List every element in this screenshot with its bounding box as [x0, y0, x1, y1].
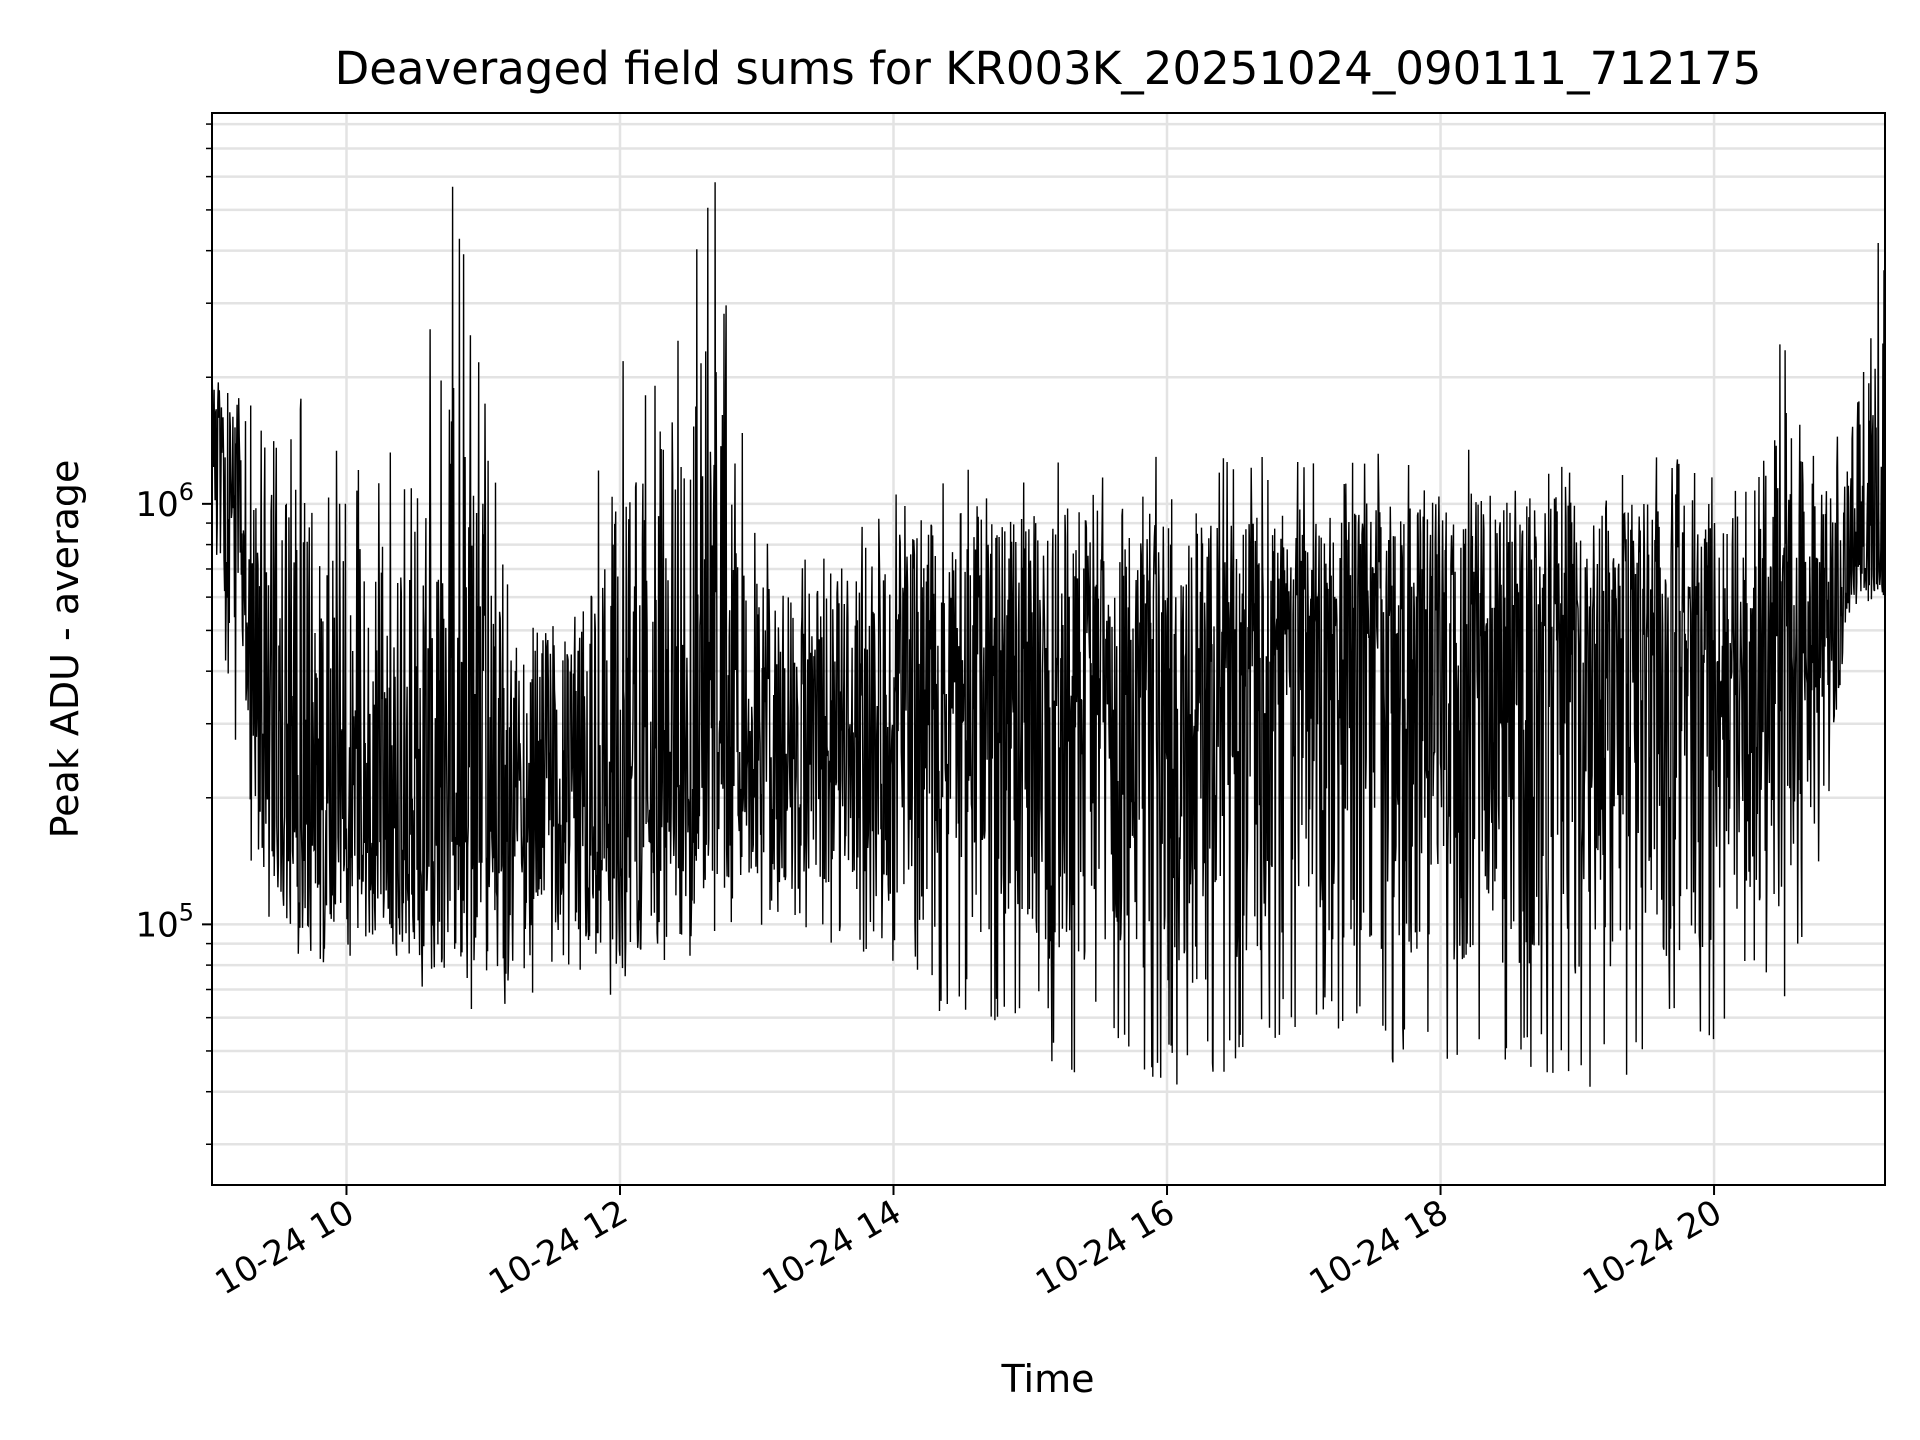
series-1	[211, 182, 1886, 1087]
chart-title: Deaveraged field sums for KR003K_2025102…	[335, 42, 1762, 95]
series-line	[211, 182, 1886, 1087]
y-tick-base: 10	[135, 905, 178, 945]
y-tick-base: 10	[135, 485, 178, 525]
y-tick-exponent: 5	[179, 898, 194, 926]
y-tick-exponent: 6	[179, 478, 194, 506]
y-tick-label: 105	[135, 898, 194, 945]
plot-frame	[211, 112, 1886, 1186]
x-axis-label: Time	[1001, 1357, 1095, 1401]
y-tick-label: 106	[135, 478, 194, 525]
y-axis-label: Peak ADU - average	[43, 460, 87, 839]
